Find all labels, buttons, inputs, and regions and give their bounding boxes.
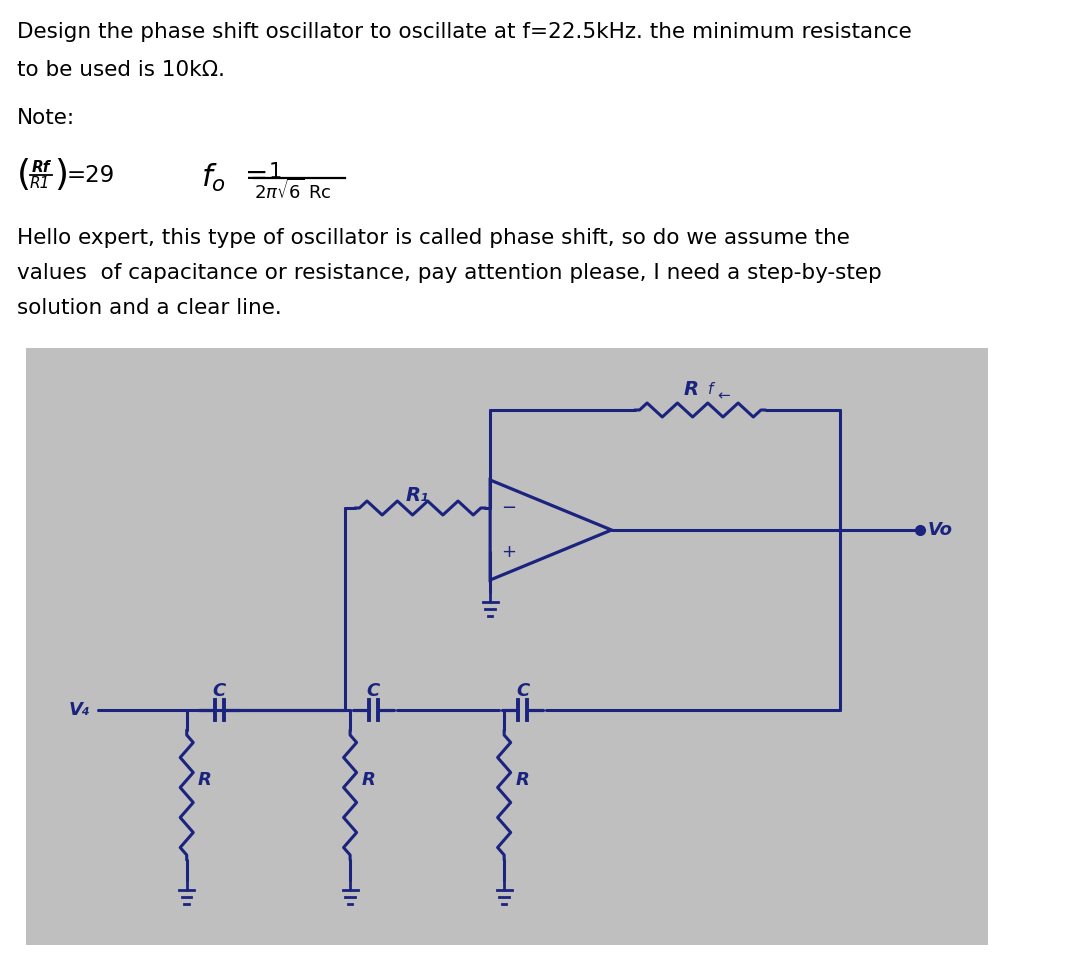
Text: to be used is 10kΩ.: to be used is 10kΩ.	[17, 60, 225, 80]
Text: Hello expert, this type of oscillator is called phase shift, so do we assume the: Hello expert, this type of oscillator is…	[17, 228, 850, 248]
Text: R: R	[362, 771, 375, 789]
Text: values  of capacitance or resistance, pay attention please, I need a step-by-ste: values of capacitance or resistance, pay…	[17, 263, 881, 283]
Text: $f_o$: $f_o$	[201, 162, 226, 194]
Text: solution and a clear line.: solution and a clear line.	[17, 298, 282, 318]
Text: R: R	[515, 771, 529, 789]
Text: R: R	[684, 380, 699, 399]
Text: 2$\pi\sqrt{6}$ Rc: 2$\pi\sqrt{6}$ Rc	[254, 179, 332, 203]
Text: ←: ←	[717, 388, 730, 403]
Text: =29: =29	[66, 164, 114, 187]
Text: R: R	[198, 771, 212, 789]
Text: (: (	[17, 158, 31, 192]
Text: Rf: Rf	[31, 160, 50, 175]
Text: −: −	[501, 499, 516, 517]
Text: R₁: R₁	[406, 486, 429, 505]
Text: Design the phase shift oscillator to oscillate at f=22.5kHz. the minimum resista: Design the phase shift oscillator to osc…	[17, 22, 912, 42]
Text: Vo: Vo	[928, 521, 953, 539]
Text: +: +	[501, 543, 516, 561]
Text: 1: 1	[269, 162, 282, 182]
Text: ): )	[54, 158, 68, 192]
Text: V₄: V₄	[69, 701, 91, 719]
Text: Note:: Note:	[17, 108, 75, 128]
Text: C: C	[213, 682, 226, 700]
Text: R1: R1	[30, 176, 51, 191]
Text: f: f	[707, 382, 713, 397]
Text: =: =	[244, 162, 268, 190]
Text: C: C	[516, 682, 529, 700]
Bar	[26, 348, 988, 945]
Text: C: C	[367, 682, 380, 700]
